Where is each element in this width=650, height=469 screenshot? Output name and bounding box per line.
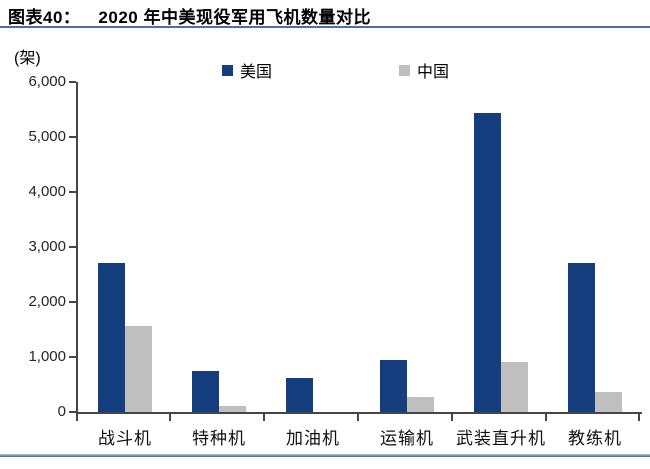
x-axis-tick-mark xyxy=(357,414,359,421)
legend-label: 美国 xyxy=(240,64,273,81)
title-rule xyxy=(0,26,650,28)
legend-label: 中国 xyxy=(417,64,450,81)
bar-china-1 xyxy=(219,406,246,412)
bar-china-0 xyxy=(125,326,152,412)
x-axis-category-label: 战斗机 xyxy=(98,429,152,448)
y-axis-tick-label: 4,000 xyxy=(28,183,66,200)
legend-swatch-icon xyxy=(222,64,233,76)
plot-area: 0 1,000 2,000 3,000 4,000 5,000 6,000 战斗机 特种机 加油机… xyxy=(28,73,642,448)
x-axis-tick-mark xyxy=(263,414,265,421)
y-axis-tick-label: 3,000 xyxy=(28,238,66,255)
chart-legend: 美国 中国 xyxy=(0,58,650,81)
bar-us-1 xyxy=(192,371,219,412)
bar-china-5 xyxy=(595,392,622,412)
y-axis-tick-label: 2,000 xyxy=(28,293,66,310)
x-axis-category-label: 运输机 xyxy=(380,429,434,448)
x-axis-tick-mark xyxy=(169,414,171,421)
bottom-rule xyxy=(0,454,650,457)
figure-number-label: 图表40： xyxy=(8,8,81,27)
figure-header: 图表40： 2020 年中美现役军用飞机数量对比 xyxy=(8,3,642,28)
x-axis-category-label: 加油机 xyxy=(286,429,340,448)
y-axis-tick-mark xyxy=(69,356,76,358)
x-axis-tick-mark xyxy=(451,414,453,421)
y-axis-unit-label: (架) xyxy=(14,50,41,67)
y-axis-tick-mark xyxy=(69,411,76,413)
x-axis-tick-mark xyxy=(638,414,640,421)
bar-china-3 xyxy=(407,397,434,412)
x-axis-tick-mark xyxy=(76,414,78,421)
bar-us-4 xyxy=(474,113,501,412)
legend-item-1: 中国 xyxy=(399,58,449,82)
y-axis-tick-mark xyxy=(69,301,76,303)
x-axis-tick-mark xyxy=(545,414,547,421)
y-axis-tick-mark xyxy=(69,136,76,138)
bar-us-2 xyxy=(286,378,313,412)
y-axis-tick-label: 5,000 xyxy=(28,128,66,145)
y-axis-tick-label: 6,000 xyxy=(28,73,66,90)
y-axis-tick-mark xyxy=(69,81,76,83)
y-axis-tick-mark xyxy=(69,191,76,193)
bar-us-3 xyxy=(380,360,407,412)
figure-title: 2020 年中美现役军用飞机数量对比 xyxy=(98,8,371,27)
bar-us-5 xyxy=(568,263,595,412)
bar-us-0 xyxy=(98,263,125,412)
y-axis-tick-label: 0 xyxy=(57,403,66,420)
legend-swatch-icon xyxy=(399,64,410,76)
x-axis-category-label: 特种机 xyxy=(192,429,246,448)
x-axis-category-label: 教练机 xyxy=(568,429,622,448)
x-axis-category-label: 武装直升机 xyxy=(456,429,546,448)
y-axis-tick-mark xyxy=(69,246,76,248)
y-axis-tick-label: 1,000 xyxy=(28,348,66,365)
bar-china-4 xyxy=(501,362,528,412)
legend-item-0: 美国 xyxy=(222,58,272,82)
